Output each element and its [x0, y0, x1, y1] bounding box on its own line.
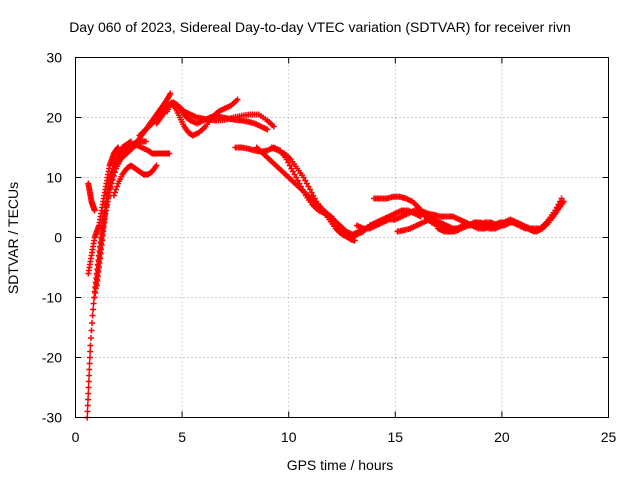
y-tick-label: -30	[42, 410, 62, 426]
axis-ticks: 0 5 10 15 20 25 -30 -20 -10 0 10 20 30	[42, 50, 617, 446]
grid-lines	[75, 57, 609, 418]
data-point	[108, 168, 115, 175]
series-arc-3	[85, 144, 122, 277]
data-point	[85, 384, 92, 391]
data-point	[89, 320, 96, 326]
x-tick-label: 15	[388, 429, 404, 445]
data-point	[87, 335, 94, 341]
y-tick-label: 10	[46, 170, 62, 186]
data-point	[90, 300, 97, 307]
data-point	[264, 126, 271, 133]
x-tick-label: 5	[178, 429, 186, 445]
data-point	[85, 378, 92, 385]
data-point	[89, 312, 96, 319]
y-tick-label: -10	[42, 290, 62, 306]
series-arc-12	[253, 144, 388, 238]
data-point	[109, 165, 116, 172]
data-point	[86, 372, 93, 379]
y-tick-label: 0	[54, 230, 62, 246]
data-point	[85, 396, 92, 403]
data-point	[90, 306, 97, 313]
series-arc-10	[164, 96, 241, 139]
series-arc-13	[268, 144, 424, 241]
data-point	[142, 138, 149, 145]
data-point	[113, 186, 120, 193]
data-point	[87, 342, 94, 349]
data-point	[87, 348, 94, 355]
data-point	[86, 366, 93, 373]
data-point	[234, 96, 241, 103]
data-point	[111, 189, 118, 196]
data-point	[88, 327, 95, 334]
y-axis-label: SDTVAR / TECUs	[5, 182, 21, 294]
chart-title: Day 060 of 2023, Sidereal Day-to-day VTE…	[69, 19, 571, 35]
series-arc-6	[106, 141, 173, 181]
series-arc-7	[110, 162, 160, 199]
data-point	[114, 183, 121, 190]
y-tick-label: -20	[42, 350, 62, 366]
data-point	[110, 192, 117, 199]
x-tick-label: 10	[281, 429, 297, 445]
x-axis-label: GPS time / hours	[287, 457, 394, 473]
x-tick-label: 25	[601, 429, 617, 445]
data-point	[85, 390, 92, 397]
series-arc-9	[153, 99, 271, 133]
x-tick-label: 0	[72, 429, 80, 445]
y-tick-label: 20	[46, 110, 62, 126]
data-points	[84, 90, 567, 421]
plot-border	[75, 57, 609, 418]
x-tick-label: 20	[494, 429, 510, 445]
data-point	[558, 195, 565, 202]
data-point	[270, 123, 277, 130]
data-point	[86, 360, 93, 367]
series-arc-19	[456, 195, 565, 235]
data-point	[166, 150, 173, 157]
series-arc-2	[85, 180, 98, 214]
data-point	[91, 207, 98, 214]
data-point	[153, 162, 160, 169]
data-point	[84, 408, 91, 415]
data-point	[167, 90, 174, 97]
data-point	[127, 138, 134, 145]
data-point	[107, 171, 114, 178]
y-tick-label: 30	[46, 50, 62, 66]
data-point	[106, 174, 113, 181]
data-point	[84, 402, 91, 409]
data-point	[86, 354, 93, 361]
